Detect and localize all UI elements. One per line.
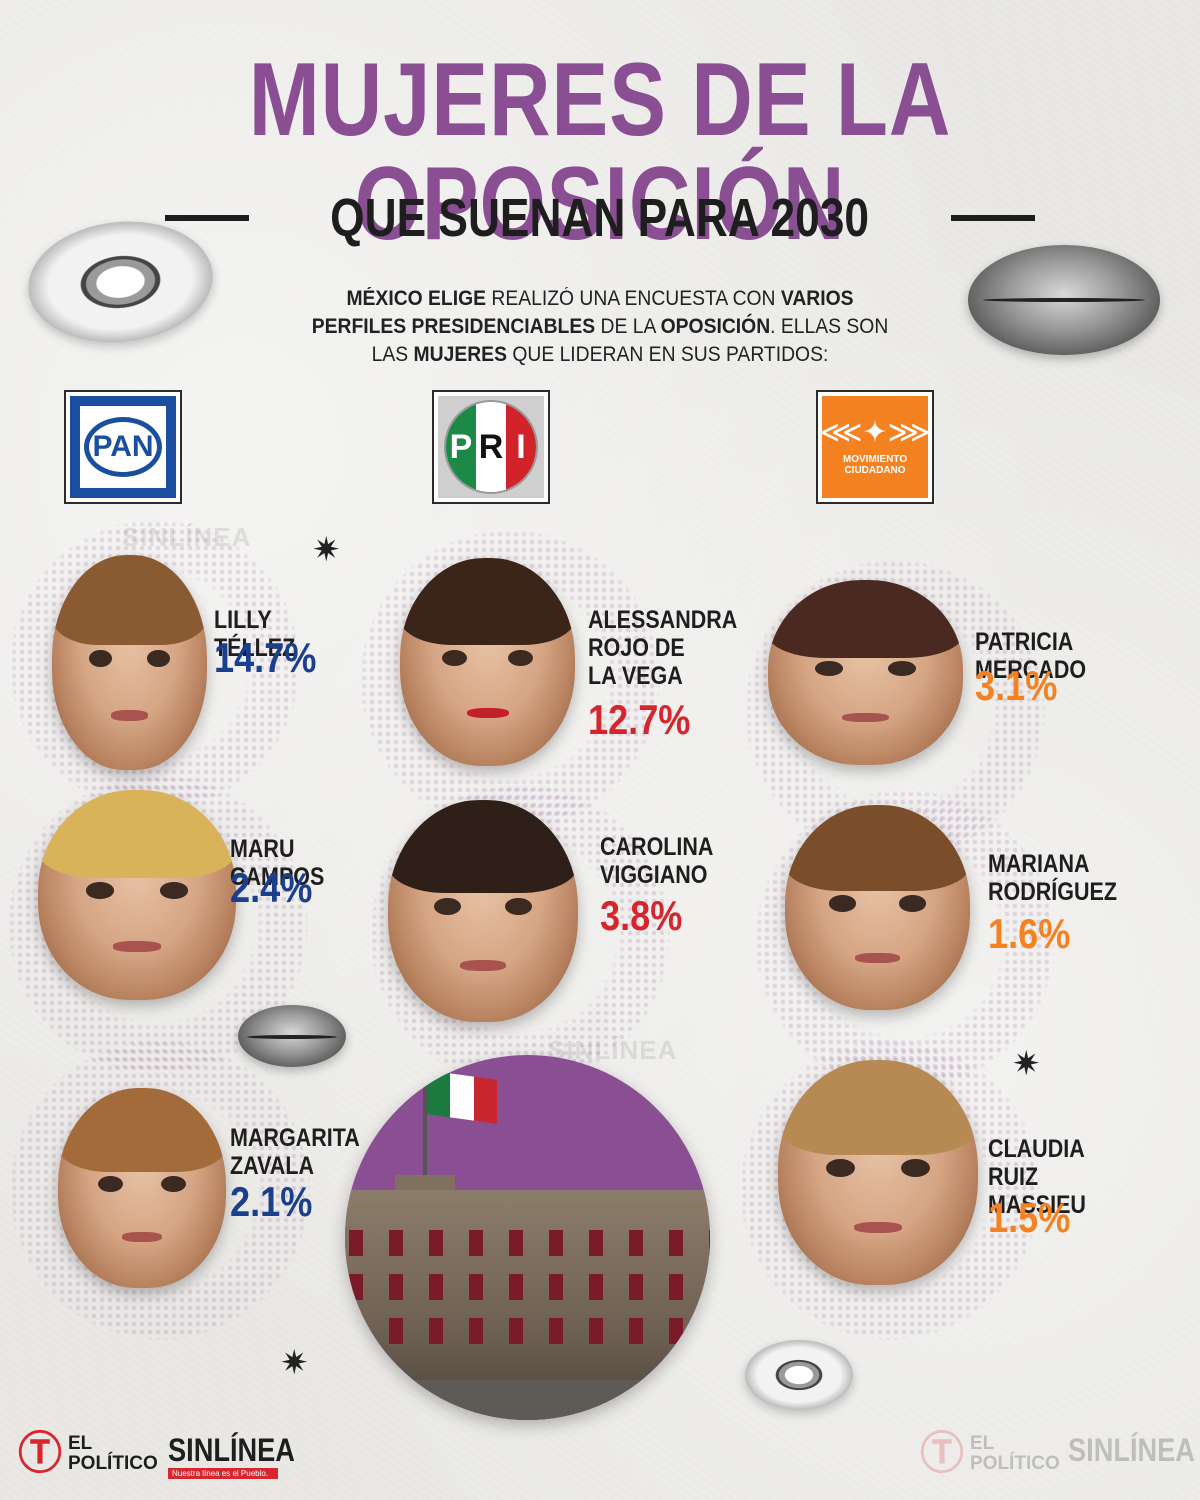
sinlinea-tagline: Nuestra línea es el Pueblo. [168, 1468, 278, 1479]
candidate-percentage: 2.4% [230, 864, 313, 911]
sinlinea-wordmark: SINLÍNEA [168, 1432, 295, 1468]
candidate-name: CAROLINA VIGGIANO [600, 833, 713, 889]
pri-letter-i: I [506, 402, 536, 492]
eagle-icon: ⋘✦⋙ [822, 416, 928, 449]
page-subtitle: QUE SUENAN PARA 2030 [330, 188, 870, 248]
pri-letter-p: P [446, 402, 476, 492]
sparkle-icon: ✷ [312, 531, 341, 569]
subtitle-row: QUE SUENAN PARA 2030 [0, 188, 1200, 248]
candidate-photo-carolina-viggiano [388, 800, 578, 1022]
mc-logo-text: MOVIMIENTO CIUDADANO [842, 454, 908, 476]
candidate-percentage: 14.7% [214, 634, 317, 681]
candidate-photo-lilly-tellez [52, 555, 207, 770]
candidate-photo-maru-campos [38, 790, 236, 1000]
candidate-percentage: 3.1% [975, 662, 1058, 709]
pan-logo-text: PAN [84, 417, 162, 477]
mexico-flag-icon [427, 1070, 497, 1124]
intro-text: MÉXICO ELIGE REALIZÓ UNA ENCUESTA CON VA… [311, 287, 889, 366]
candidate-name: ALESSANDRA ROJO DE LA VEGA [588, 606, 737, 690]
candidate-photo-margarita-zavala [58, 1088, 226, 1288]
page-title: MUJERES DE LA OPOSICIÓN [248, 42, 952, 262]
candidate-name: PATRICIA MERCADO [975, 628, 1087, 684]
candidate-percentage: 1.6% [988, 910, 1071, 957]
candidate-name: MARU CAMPOS [230, 835, 325, 891]
el-politico-line2: POLÍTICO [68, 1453, 158, 1474]
pri-letter-r: R [476, 402, 506, 492]
candidate-percentage: 3.8% [600, 892, 683, 939]
divider [165, 215, 250, 221]
eye-illustration [745, 1340, 853, 1410]
lips-illustration [968, 245, 1160, 355]
candidate-name: MARGARITA ZAVALA [230, 1124, 359, 1180]
candidate-photo-claudia-ruiz-massieu [778, 1060, 978, 1285]
el-politico-icon: Ⓣ [18, 1429, 62, 1478]
candidate-photo-mariana-rodriguez [785, 805, 970, 1010]
candidate-percentage: 1.5% [988, 1194, 1071, 1241]
candidate-percentage: 2.1% [230, 1178, 313, 1225]
sinlinea-logo: SINLÍNEA Nuestra línea es el Pueblo. [168, 1434, 317, 1479]
candidate-name: LILLY TÉLLEZ [214, 606, 296, 662]
sinlinea-logo-watermark: SINLÍNEA [1068, 1432, 1195, 1468]
mc-logo: ⋘✦⋙ MOVIMIENTO CIUDADANO [816, 390, 934, 504]
pri-logo: P R I [432, 390, 550, 504]
sparkle-icon: ✷ [1012, 1045, 1041, 1083]
el-politico-line1: EL [68, 1433, 93, 1454]
sparkle-icon: ✷ [280, 1344, 309, 1382]
watermark-sinlinea: SINLÍNEA [122, 522, 251, 553]
candidate-percentage: 12.7% [588, 696, 691, 743]
el-politico-logo: Ⓣ EL POLÍTICO [18, 1432, 158, 1476]
candidate-photo-patricia-mercado [768, 580, 963, 765]
divider [950, 215, 1035, 221]
candidate-photo-alessandra-rojo-de-la-vega [400, 558, 575, 766]
palacio-nacional-image [345, 1055, 710, 1420]
el-politico-logo-watermark: Ⓣ EL POLÍTICO [920, 1429, 1060, 1478]
candidate-name: MARIANA RODRÍGUEZ [988, 850, 1117, 906]
candidate-name: CLAUDIA RUIZ MASSIEU [988, 1135, 1086, 1219]
lips-illustration [238, 1005, 346, 1067]
pan-logo: PAN [64, 390, 182, 504]
